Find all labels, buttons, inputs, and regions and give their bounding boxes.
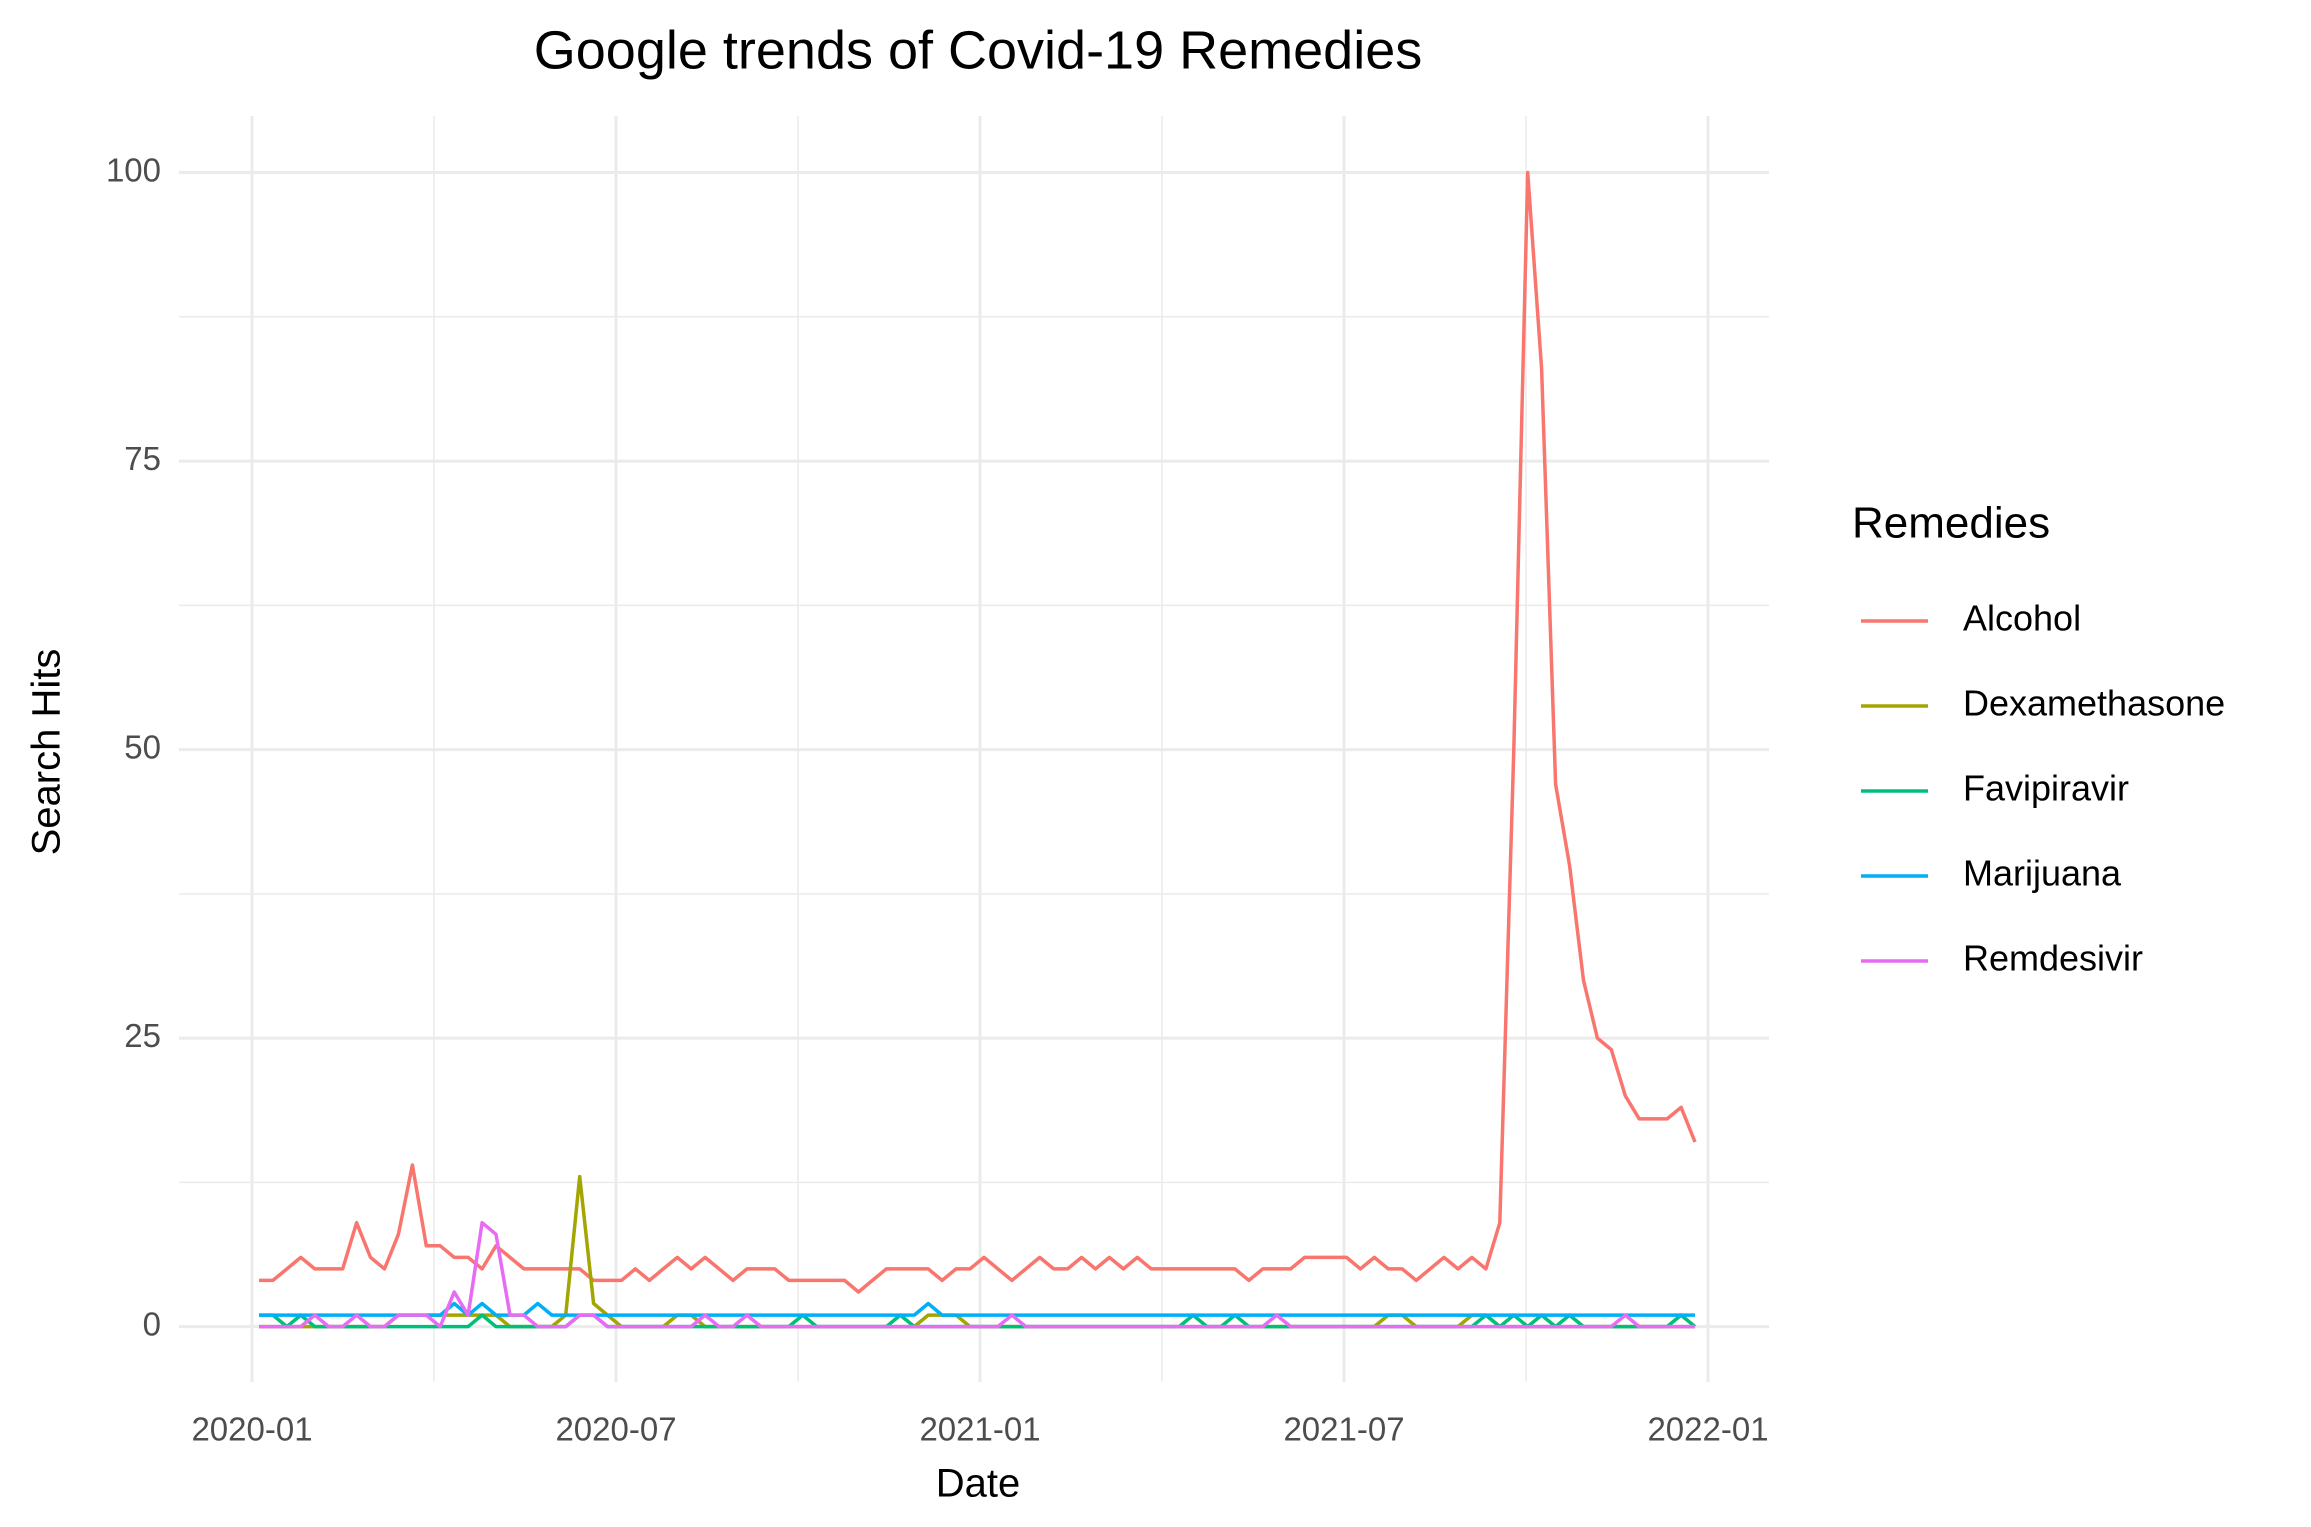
- x-axis-title: Date: [936, 1462, 1021, 1506]
- y-tick-label: 0: [143, 1305, 161, 1342]
- legend-label: Favipiravir: [1963, 768, 2129, 809]
- legend-label: Remdesivir: [1963, 938, 2143, 979]
- x-tick-label: 2021-01: [919, 1411, 1040, 1448]
- x-tick-label: 2020-07: [555, 1411, 676, 1448]
- x-tick-label: 2020-01: [191, 1411, 312, 1448]
- legend-label: Dexamethasone: [1963, 683, 2225, 724]
- series-line: [259, 1220, 1695, 1329]
- y-tick-label: 100: [106, 151, 161, 188]
- series-line: [259, 1301, 1695, 1317]
- series-line: [259, 170, 1697, 1294]
- legend-label: Marijuana: [1963, 853, 2122, 894]
- chart-title: Google trends of Covid-19 Remedies: [534, 20, 1422, 80]
- y-tick-label: 25: [124, 1017, 161, 1054]
- y-tick-label: 50: [124, 728, 161, 765]
- series-line: [259, 1174, 1695, 1329]
- legend-label: Alcohol: [1963, 598, 2081, 639]
- y-axis-title: Search Hits: [25, 649, 69, 856]
- y-tick-label: 75: [124, 440, 161, 477]
- x-tick-label: 2022-01: [1647, 1411, 1768, 1448]
- legend-title: Remedies: [1852, 499, 2050, 548]
- x-tick-label: 2021-07: [1283, 1411, 1404, 1448]
